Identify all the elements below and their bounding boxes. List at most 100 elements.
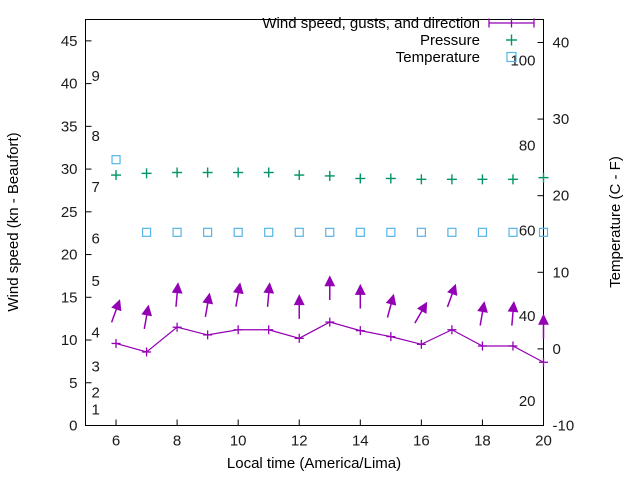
temperature-series [111,155,549,237]
gust-arrow [202,292,214,318]
beaufort-label: 6 [92,230,100,247]
x-tick-label: 16 [413,433,430,450]
y2-tick-label: 0 [553,341,561,358]
x-tick-label: 20 [535,433,552,450]
gust-arrow-head [417,301,428,314]
temperature-point [233,227,243,237]
x-axis-ticks [85,419,544,426]
gust-arrow [446,283,458,308]
y-tick-label: 0 [69,418,77,435]
y2-axis-title: Temperature (C - F) [607,156,624,288]
x-axis-title: Local time (America/Lima) [227,455,401,472]
y-axis-title: Wind speed (kn - Beaufort) [5,132,22,311]
y-axis-tick-labels: 0 5 10 15 20 25 30 35 40 45 [61,33,78,435]
gust-arrow [110,299,122,323]
gust-arrow-head [354,283,366,295]
x-tick-label: 14 [352,433,369,450]
chart-legend: Wind speed, gusts, and direction Pressur… [262,15,535,66]
gust-arrow-head [293,294,305,306]
temperature-point [141,227,152,237]
gust-arrow [477,301,488,326]
gust-arrow-head [385,293,397,306]
legend-label-temperature: Temperature [396,49,480,66]
temperature-point [172,227,182,237]
temperature-point [538,227,549,237]
fahrenheit-scale-labels: 20 40 60 80 100 [510,52,535,410]
y2-tick-label: 30 [553,111,570,128]
beaufort-label: 5 [92,273,100,290]
gust-arrow [414,301,428,324]
y-tick-label: 30 [61,161,78,178]
fahrenheit-label: 40 [519,308,536,325]
fahrenheit-label: 20 [519,393,536,410]
beaufort-label: 9 [92,68,100,85]
x-axis-tick-labels: 6 8 10 12 14 16 18 20 [112,433,552,450]
temperature-point [294,227,304,237]
legend-label-pressure: Pressure [420,32,480,49]
gust-arrow [171,282,183,307]
beaufort-label: 3 [92,359,100,376]
y2-tick-label: 10 [553,264,570,281]
temperature-point [477,227,488,237]
gust-arrow [324,275,336,301]
wind-gust-arrows [110,275,549,339]
x-tick-label: 10 [230,433,247,450]
y-tick-label: 5 [69,375,77,392]
gust-arrow [507,301,519,326]
y-tick-label: 20 [61,247,78,264]
y-tick-label: 40 [61,76,78,93]
gust-arrow [141,304,153,330]
temperature-point [325,227,335,237]
pressure-series [111,167,549,185]
gust-arrow [538,313,549,339]
temperature-point [203,227,213,237]
fahrenheit-label: 100 [510,52,535,69]
gust-arrow-head [263,282,275,294]
gust-arrow [293,294,305,319]
y-tick-label: 15 [61,289,78,306]
gust-arrow-head [171,282,183,294]
gust-arrow-head [447,283,458,296]
legend-marker-temperature [506,51,517,63]
plot-frame [85,19,544,426]
gust-arrow [232,282,244,307]
y-tick-label: 35 [61,118,78,135]
beaufort-label: 7 [92,179,100,196]
legend-entry-wind[interactable]: Wind speed, gusts, and direction [262,15,535,32]
beaufort-label: 8 [92,128,100,145]
x-tick-label: 8 [173,433,181,450]
fahrenheit-label: 80 [519,137,536,154]
temperature-point [264,227,274,237]
fahrenheit-label: 60 [519,222,536,239]
beaufort-label: 2 [92,384,100,401]
y-tick-label: 45 [61,33,78,50]
y2-tick-label: 20 [553,188,570,205]
x-tick-label: 6 [112,433,120,450]
beaufort-label: 1 [92,401,100,418]
gust-arrow-head [324,275,336,287]
gust-arrow [385,293,397,318]
gust-arrow-head [507,301,519,313]
temperature-point [355,227,365,237]
temperature-point [508,227,518,237]
gust-arrow-head [111,299,122,312]
beaufort-label: 4 [92,324,100,341]
y2-tick-label: 40 [553,34,570,51]
y2-tick-label: -10 [553,418,575,435]
gust-arrow-head [538,313,549,325]
beaufort-scale-labels: 12 3 4 5 6 7 8 9 [92,68,100,418]
temperature-point [111,155,121,165]
temperature-point [386,227,396,237]
legend-label-wind: Wind speed, gusts, and direction [262,15,480,32]
temperature-point [416,227,426,237]
gust-arrow [263,282,275,307]
y2-axis-tick-labels: -10 0 10 20 30 40 [553,34,575,434]
legend-entry-temperature[interactable]: Temperature [396,49,517,66]
gust-arrow-head [232,282,244,295]
y-axis-ticks [85,40,92,426]
legend-entry-pressure[interactable]: Pressure [420,32,517,49]
gust-arrow [354,283,366,309]
